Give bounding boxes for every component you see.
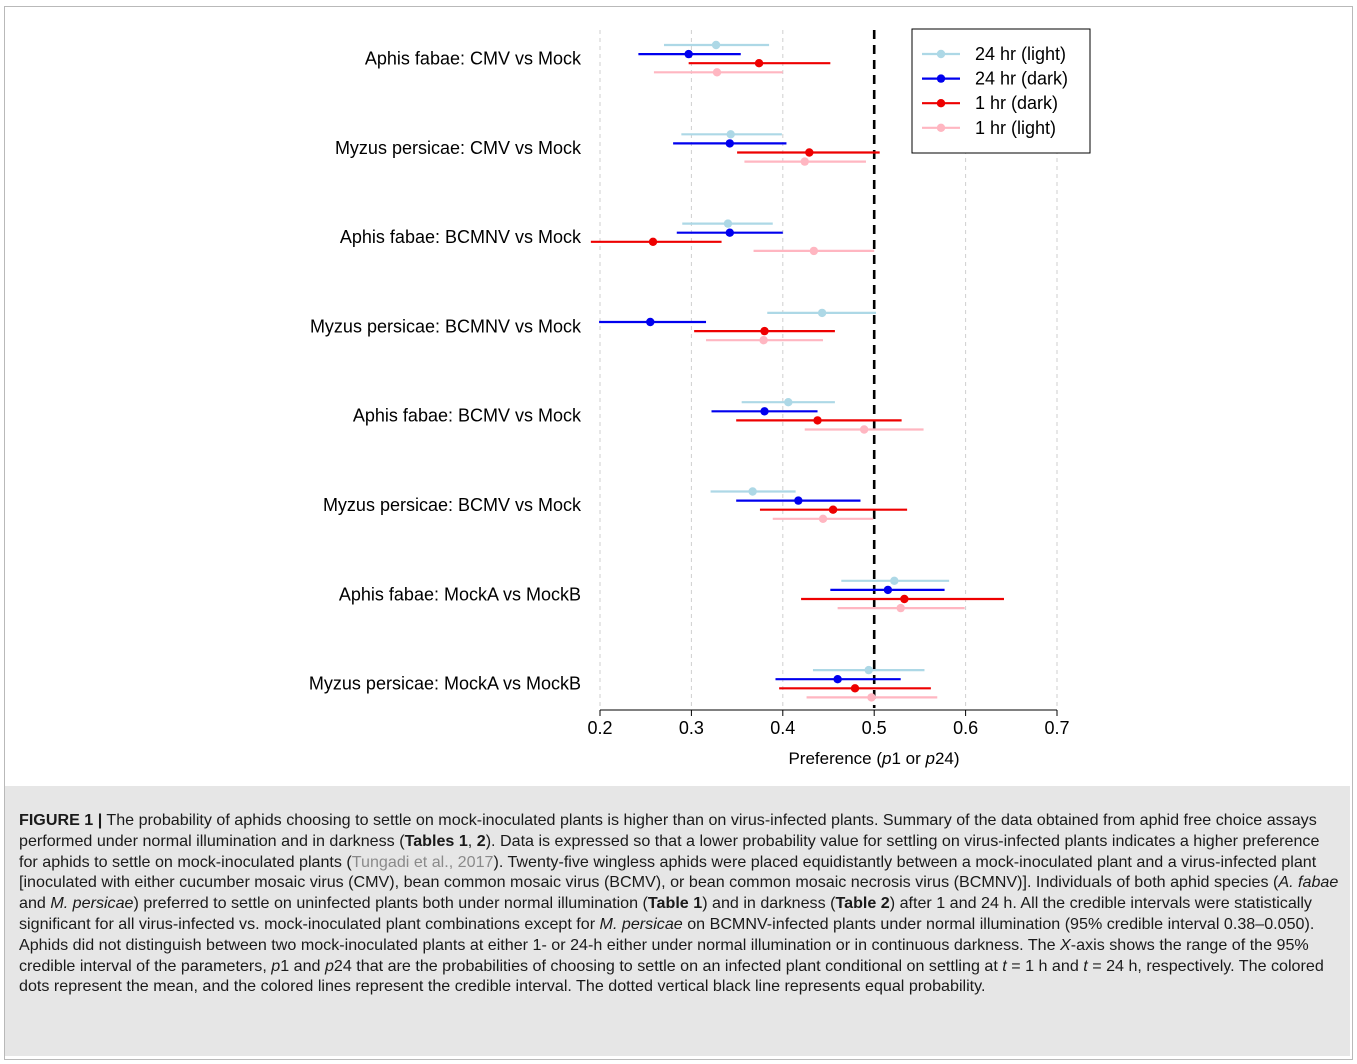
category-label: Myzus persicae: CMV vs Mock <box>335 138 582 158</box>
x-tick-label: 0.7 <box>1044 718 1069 738</box>
mean-point <box>754 59 764 68</box>
category-label: Myzus persicae: BCMNV vs Mock <box>310 316 582 336</box>
mean-point <box>725 139 734 148</box>
mean-point <box>646 317 655 327</box>
mean-point <box>748 487 757 496</box>
mean-point <box>800 157 809 166</box>
mean-point <box>890 576 899 585</box>
legend-label: 24 hr (light) <box>975 44 1066 64</box>
mean-point <box>759 336 768 345</box>
category-label: Aphis fabae: CMV vs Mock <box>365 49 582 69</box>
mean-point <box>726 130 735 139</box>
mean-point <box>833 675 842 684</box>
mean-point <box>711 40 721 50</box>
mean-point <box>818 514 828 523</box>
legend: 24 hr (light) 24 hr (dark) 1 hr (dark) 1 hr… <box>911 28 1091 154</box>
mean-point <box>828 505 838 514</box>
mean-point <box>867 693 876 702</box>
legend-label: 1 hr (dark) <box>975 93 1058 113</box>
legend-label: 1 hr (light) <box>975 118 1056 138</box>
category-label: Myzus persicae: BCMV vs Mock <box>323 495 582 515</box>
figure-frame <box>4 6 1353 1060</box>
legend-box <box>911 28 1091 154</box>
x-axis: 0.2 0.3 0.4 0.5 0.6 0.7 <box>587 709 1070 738</box>
legend-swatch-dot <box>936 49 946 59</box>
mean-point <box>648 237 658 246</box>
mean-point <box>900 594 909 604</box>
mean-point <box>817 308 827 318</box>
caption-background <box>5 786 1350 1056</box>
mean-point <box>850 684 860 693</box>
category-label: Aphis fabae: BCMNV vs Mock <box>340 227 582 247</box>
mean-point <box>760 407 769 416</box>
mean-point <box>809 246 819 256</box>
x-tick-label: 0.4 <box>770 718 795 738</box>
mean-point <box>864 665 873 675</box>
mean-point <box>712 68 722 77</box>
x-axis-label: Preference (p1 or p24) <box>788 749 959 768</box>
legend-swatch-dot <box>936 74 946 83</box>
x-tick-label: 0.3 <box>679 718 704 738</box>
legend-swatch-dot <box>936 123 946 132</box>
mean-point <box>805 148 814 157</box>
mean-point <box>725 228 734 237</box>
forest-plot: Aphis fabae: CMV vs Mock Myzus persicae: … <box>309 28 1091 768</box>
legend-label: 24 hr (dark) <box>975 69 1068 89</box>
category-label: Aphis fabae: BCMV vs Mock <box>353 406 582 426</box>
x-tick-label: 0.6 <box>953 718 978 738</box>
mean-point <box>859 425 869 434</box>
mean-point <box>883 585 893 595</box>
series-layer <box>590 40 1004 702</box>
figure-label: FIGURE 1 | <box>19 811 103 829</box>
category-labels: Aphis fabae: CMV vs Mock Myzus persicae: … <box>309 49 582 694</box>
mean-point <box>794 496 803 505</box>
category-label: Myzus persicae: MockA vs MockB <box>309 674 581 694</box>
mean-point <box>813 416 822 425</box>
mean-point <box>684 49 693 59</box>
figure-caption: FIGURE 1 | The probability of aphids cho… <box>19 811 1339 996</box>
mean-point <box>896 603 905 613</box>
x-tick-label: 0.5 <box>862 718 887 738</box>
mean-point <box>784 398 793 407</box>
citation-link[interactable]: Tungadi et al., 2017 <box>351 852 494 871</box>
mean-point <box>723 219 733 228</box>
mean-point <box>760 326 769 336</box>
x-tick-label: 0.2 <box>587 718 612 738</box>
legend-swatch-dot <box>936 99 946 108</box>
category-label: Aphis fabae: MockA vs MockB <box>339 584 581 604</box>
